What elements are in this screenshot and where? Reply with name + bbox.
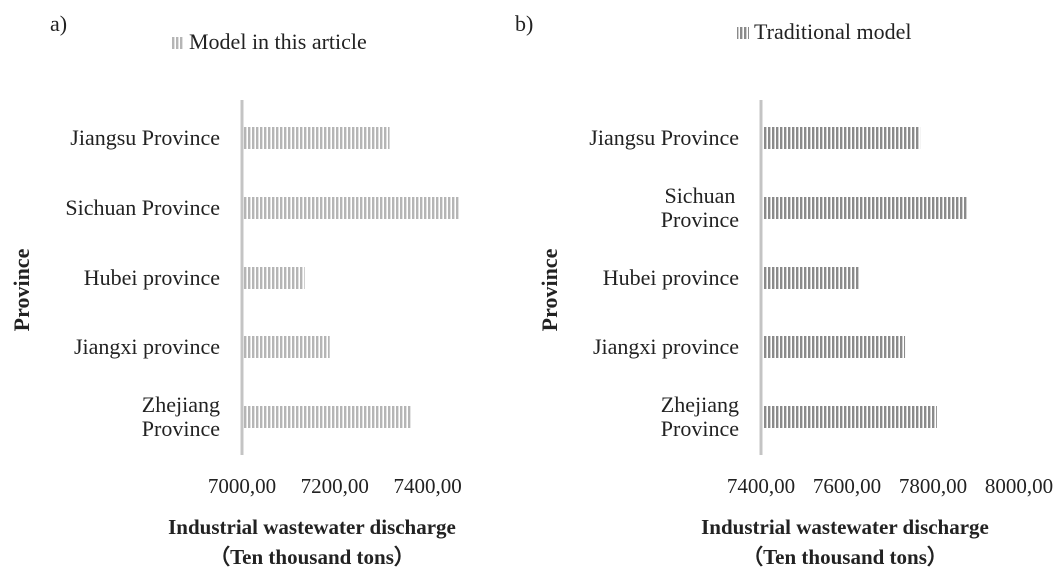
y-tick-label: Hubei province [12, 266, 220, 290]
panel-label: b) [515, 11, 534, 36]
x-tick-label: 7400,00 [393, 474, 462, 498]
x-tick-label: 7200,00 [300, 474, 369, 498]
category-text: Jiangxi province [73, 334, 220, 359]
panel-label: a) [50, 11, 68, 36]
x-axis-title: Industrial wastewater discharge （Ten tho… [701, 515, 989, 569]
category-text: Sichuan Province [660, 183, 739, 232]
bar [242, 127, 390, 149]
bar [242, 406, 411, 428]
legend-swatch [172, 37, 184, 49]
bar [761, 267, 860, 289]
category-text: Zhejiang Province [141, 392, 220, 441]
y-tick-label: Zhejiang Province [531, 393, 739, 441]
x-tick-label: 7000,00 [207, 474, 277, 498]
bar [761, 127, 921, 149]
y-tick-label: Jiangxi province [12, 335, 220, 359]
y-tick-label: Zhejiang Province [12, 393, 220, 441]
legend-label: Model in this article [189, 29, 367, 54]
y-tick-label: Sichuan Province [531, 184, 739, 232]
category-text: Jiangxi province [592, 334, 739, 359]
y-tick-label: Hubei province [531, 266, 739, 290]
category-text: Hubei province [602, 265, 739, 290]
category-text: Jiangsu Province [70, 125, 220, 150]
x-tick-label: 7600,00 [812, 474, 882, 498]
legend-swatch [737, 27, 749, 39]
x-axis-title: Industrial wastewater discharge （Ten tho… [168, 515, 456, 569]
legend-label: Traditional model [754, 19, 912, 44]
y-axis-title: Province [9, 248, 34, 332]
y-tick-label: Sichuan Province [12, 196, 220, 220]
y-tick-label: Jiangsu Province [531, 126, 739, 150]
category-text: Zhejiang Province [660, 392, 739, 441]
y-tick-label: Jiangxi province [531, 335, 739, 359]
bar [761, 336, 906, 358]
bar [242, 197, 459, 219]
y-tick-label: Jiangsu Province [12, 126, 220, 150]
bar [242, 336, 330, 358]
y-axis-title: Province [537, 248, 562, 332]
bar [761, 197, 968, 219]
category-text: Jiangsu Province [589, 125, 739, 150]
x-tick-label: 7800,00 [898, 474, 968, 498]
category-text: Hubei province [83, 265, 220, 290]
bar [242, 267, 305, 289]
bar [761, 406, 937, 428]
x-tick-label: 7400,00 [726, 474, 796, 498]
category-text: Sichuan Province [65, 195, 220, 220]
x-tick-label: 8000,00 [984, 474, 1054, 498]
